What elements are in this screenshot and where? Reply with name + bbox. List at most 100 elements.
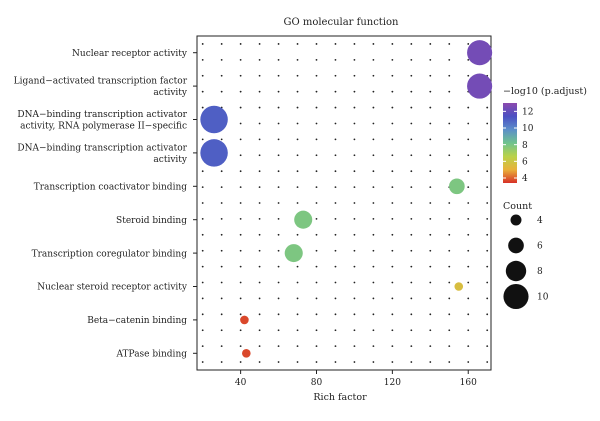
grid-dot	[220, 265, 223, 268]
grid-dot	[239, 43, 242, 45]
grid-dot	[315, 90, 318, 93]
grid-dot	[467, 233, 470, 236]
grid-dot	[372, 297, 375, 300]
grid-dot	[277, 297, 280, 300]
grid-dot	[334, 138, 337, 141]
y-tick-label: ATPase binding	[116, 350, 188, 360]
grid-dot	[372, 233, 375, 236]
grid-dot	[467, 154, 470, 157]
grid-dot	[353, 202, 356, 204]
grid-dot	[201, 90, 204, 93]
color-bar-tick-label: 6	[522, 158, 528, 168]
grid-dot	[391, 249, 394, 252]
grid-dot	[239, 74, 242, 77]
grid-dot	[391, 138, 394, 141]
data-point	[240, 315, 249, 325]
y-tick-label: Beta−catenin binding	[87, 316, 187, 326]
size-legend: Count 4 6 8 10	[503, 201, 549, 310]
grid-dot	[239, 329, 242, 332]
grid-dot	[201, 43, 204, 45]
grid-dot	[410, 361, 413, 363]
grid-dot	[220, 186, 223, 188]
grid-dot	[201, 202, 204, 204]
grid-dot	[201, 58, 204, 61]
grid-dot	[315, 154, 318, 157]
grid-dot	[391, 297, 394, 300]
x-tick-label: 160	[460, 378, 477, 388]
grid-dot	[277, 74, 280, 77]
grid-dot	[334, 186, 337, 188]
grid-dot	[334, 218, 337, 220]
grid-dot	[410, 74, 413, 77]
grid-dot	[296, 106, 299, 109]
grid-dot	[201, 313, 204, 316]
grid-dot	[239, 361, 242, 363]
grid-dot	[448, 170, 451, 173]
color-bar-tick-label: 4	[522, 174, 528, 184]
grid-dot	[220, 281, 223, 284]
grid-dot	[429, 43, 432, 45]
grid-dot	[448, 249, 451, 252]
grid-dot	[429, 90, 432, 93]
grid-dot	[486, 281, 489, 284]
grid-dot	[334, 249, 337, 252]
grid-dot	[391, 202, 394, 204]
grid-dot	[486, 106, 489, 109]
grid-dot	[353, 218, 356, 220]
grid-dot	[429, 106, 432, 109]
grid-dot	[201, 329, 204, 332]
grid-dot	[239, 233, 242, 236]
grid-dot	[467, 361, 470, 363]
data-point	[284, 244, 303, 263]
grid-dot	[391, 361, 394, 363]
grid-dot	[277, 106, 280, 109]
grid-dot	[258, 313, 261, 316]
x-axis-label: Rich factor	[313, 392, 367, 403]
grid-dot	[486, 249, 489, 252]
grid-dot	[486, 265, 489, 268]
grid-dot	[391, 186, 394, 188]
color-bar-tick-label: 12	[522, 108, 533, 118]
grid-dot	[391, 154, 394, 157]
grid-dot	[372, 329, 375, 332]
grid-dot	[315, 43, 318, 45]
grid-dot	[353, 122, 356, 125]
grid-dot	[448, 74, 451, 77]
grid-dot	[410, 138, 413, 141]
grid-dot	[486, 329, 489, 332]
grid-dot	[410, 329, 413, 332]
grid-dot	[296, 74, 299, 77]
grid-dot	[410, 202, 413, 204]
grid-dot	[220, 43, 223, 45]
grid-dot	[372, 218, 375, 220]
grid-dot	[296, 90, 299, 93]
grid-dot	[334, 297, 337, 300]
color-legend: −log10 (p.adjust) 4 6 8 10 12	[503, 86, 587, 184]
grid-dot	[220, 58, 223, 61]
grid-dot	[239, 265, 242, 268]
grid-dot	[315, 74, 318, 77]
grid-dot	[201, 218, 204, 220]
grid-dot	[353, 345, 356, 348]
grid-dot	[467, 186, 470, 188]
grid-dot	[220, 313, 223, 316]
grid-dot	[353, 313, 356, 316]
grid-dot	[372, 138, 375, 141]
grid-dot	[296, 202, 299, 204]
grid-dot	[486, 361, 489, 363]
grid-dot	[315, 329, 318, 332]
grid-dot	[277, 154, 280, 157]
data-point	[200, 139, 228, 167]
grid-dot	[315, 122, 318, 125]
grid-dot	[448, 43, 451, 45]
grid-dot	[410, 170, 413, 173]
grid-dot	[201, 74, 204, 77]
grid-dot	[334, 329, 337, 332]
grid-dot	[353, 233, 356, 236]
grid-dot	[391, 218, 394, 220]
grid-dot	[372, 249, 375, 252]
grid-dot	[239, 345, 242, 348]
y-tick-label: Transcription coactivator binding	[34, 183, 188, 193]
grid-dot	[391, 233, 394, 236]
grid-dot	[467, 249, 470, 252]
